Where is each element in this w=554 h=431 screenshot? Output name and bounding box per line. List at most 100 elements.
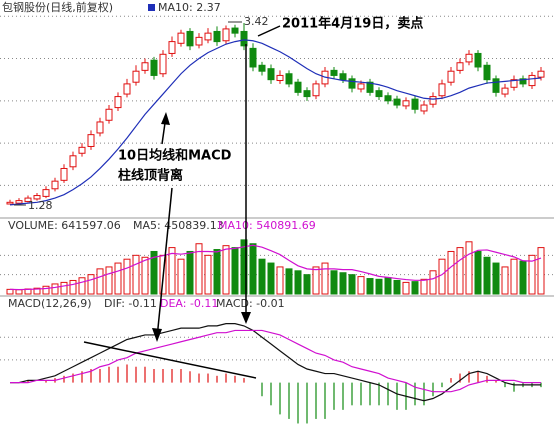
volume-bar: [213, 249, 221, 295]
candle-body: [69, 155, 77, 168]
candle-body: [366, 81, 374, 93]
volume-bar: [204, 254, 212, 295]
arrow-head: [241, 312, 251, 324]
candle-body: [177, 32, 185, 44]
candle-body: [96, 121, 104, 134]
volume-bar: [312, 266, 320, 295]
volume-bar: [465, 241, 473, 295]
ma-line: [9, 39, 542, 206]
candle-body: [33, 195, 41, 200]
volume-bar: [483, 256, 491, 295]
volume-bar: [6, 288, 14, 295]
macd-dea: DEA: -0.11: [160, 297, 218, 310]
candle-body: [456, 62, 464, 71]
candle-body: [231, 27, 239, 34]
volume-bar: [456, 247, 464, 295]
candle-body: [285, 73, 293, 85]
candle-body: [303, 90, 311, 98]
volume-bar: [195, 243, 203, 295]
volume-bar: [447, 250, 455, 295]
marks: 3.42 1.28: [0, 15, 554, 424]
volume-bar: [123, 258, 131, 295]
candle-body: [105, 108, 113, 121]
volume-bar: [474, 250, 482, 295]
volume-bar: [411, 281, 419, 295]
candle-body: [465, 53, 473, 63]
candle-body: [141, 62, 149, 71]
volume-bar: [420, 278, 428, 295]
candle-body: [168, 41, 176, 54]
volume-bar: [348, 274, 356, 295]
volume-bar: [294, 270, 302, 295]
candle-body: [249, 47, 257, 68]
arrow-head: [152, 328, 162, 342]
candle-body: [519, 78, 527, 85]
volume-bar: [375, 278, 383, 295]
candle-body: [402, 100, 410, 107]
dif-line: [10, 323, 541, 402]
annotation: 10日均线和MACD: [118, 148, 232, 164]
volume-bar: [393, 279, 401, 295]
high-label: 3.42: [244, 15, 269, 28]
volume-bar: [186, 250, 194, 295]
candle-body: [384, 95, 392, 102]
candle-body: [330, 69, 338, 76]
candle-body: [420, 104, 428, 112]
annotation: 2011年4月19日，卖点: [282, 16, 423, 32]
volume-bar: [222, 245, 230, 295]
volume-bar: [42, 285, 50, 295]
candle-body: [294, 81, 302, 93]
volume-bar: [60, 281, 68, 295]
trend-line: [83, 341, 257, 379]
volume-bar: [105, 266, 113, 295]
volume-ma5: MA5: 450839.13: [133, 219, 224, 232]
volume-bar: [33, 287, 41, 295]
candle-body: [222, 28, 230, 42]
volume-bar: [141, 256, 149, 295]
volume-bar: [519, 260, 527, 295]
candle-body: [339, 73, 347, 81]
volume-bar: [510, 258, 518, 295]
volume-bar: [231, 247, 239, 295]
volume-bar: [366, 278, 374, 295]
annotations: 2011年4月19日，卖点 10日均线和MACD 柱线顶背离: [14, 16, 423, 379]
volume-bar: [303, 274, 311, 295]
candle-body: [6, 201, 14, 205]
candle-body: [267, 68, 275, 81]
candle-body: [438, 83, 446, 97]
candle-body: [474, 52, 482, 68]
macd-dif: DIF: -0.11: [104, 297, 157, 310]
volume-bar: [132, 254, 140, 295]
candle-body: [195, 36, 203, 46]
volume-bar: [330, 270, 338, 295]
candle-body: [393, 98, 401, 106]
candle-body: [150, 59, 158, 76]
volume-bar: [240, 239, 248, 295]
candle-body: [87, 134, 95, 147]
volume-bar: [51, 283, 59, 295]
annotation: 柱线顶背离: [118, 168, 183, 184]
candle-body: [213, 30, 221, 43]
candle-body: [483, 64, 491, 81]
candle-body: [492, 78, 500, 93]
candle-body: [375, 90, 383, 98]
candle-body: [51, 180, 59, 190]
candle-body: [240, 30, 248, 47]
volume-bar: [384, 277, 392, 295]
volume-bar: [168, 247, 176, 295]
volume-ma-line: [9, 244, 542, 291]
macd-value: MACD: -0.01: [216, 297, 285, 310]
candle-body: [276, 74, 284, 82]
volume-bar: [87, 274, 95, 295]
candle-body: [348, 78, 356, 89]
volume-bar: [339, 272, 347, 295]
volume-bar: [114, 262, 122, 295]
candle-body: [159, 53, 167, 75]
volume-bar: [267, 262, 275, 295]
volume-ma10: MA10: 540891.69: [218, 219, 316, 232]
candle-body: [186, 30, 194, 47]
arrow: [156, 187, 173, 339]
volume-bar: [438, 258, 446, 295]
